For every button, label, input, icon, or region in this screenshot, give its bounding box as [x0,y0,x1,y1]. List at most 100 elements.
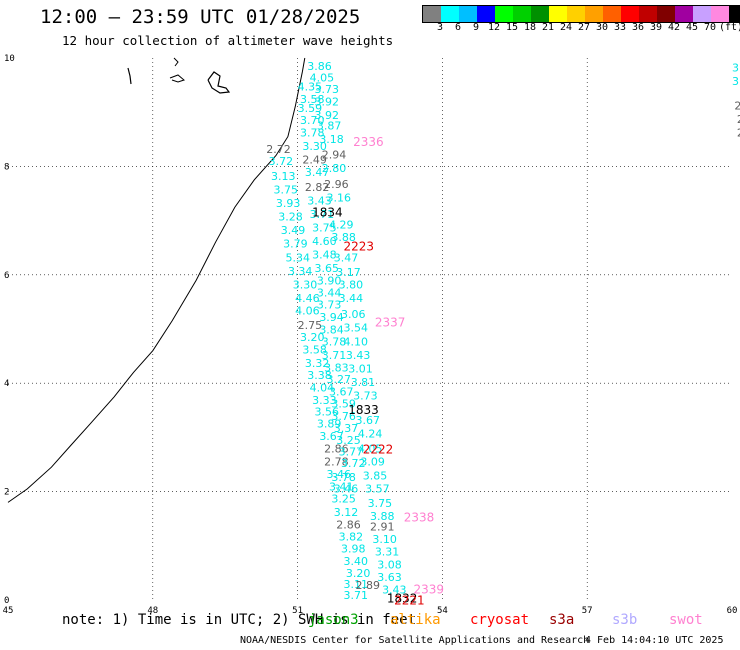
pass-time-label: 2222 [363,443,394,457]
wave-height-label: 3.46 [334,483,359,496]
colorbar-swatch [549,6,567,22]
island-outline [173,57,179,67]
colorbar-swatch [441,6,459,22]
colorbar-label: 12 [487,22,501,33]
pass-time-label: 2336 [353,135,384,149]
wave-height-label: 3.83 [324,361,349,374]
legend-altika: altika [390,612,441,628]
wave-height-label: 3.82 [339,530,364,543]
wave-height-label: 3.75 [368,497,393,510]
colorbar-label: 42 [667,22,681,33]
colorbar-label: 18 [523,22,537,33]
wave-height-label: 3.98 [341,542,366,555]
wave-height-label: 3.67 [329,386,354,399]
wave-height-label: 3.54 [343,322,368,335]
x-tick-label: 51 [292,606,303,616]
wave-height-label: 3.80 [339,278,364,291]
wave-height-label: 3.30 [293,278,318,291]
wave-height-label: 3.47 [305,166,330,179]
colorbar-swatch [639,6,657,22]
wave-height-label: 3.49 [281,224,306,237]
wave-height-label: 3.25 [336,434,361,447]
y-tick-label: 8 [4,162,9,172]
wave-height-label: 3.93 [276,197,301,210]
wave-height-label: 3.75 [312,221,337,234]
wave-height-label: 3.06 [341,308,366,321]
colorbar-swatch [513,6,531,22]
wave-height-label: 3.94 [319,311,344,324]
wave-height-label: 3.58 [300,93,325,106]
x-tick-label: 45 [3,606,14,616]
wave-height-label: 4.60 [312,235,337,248]
wave-height-label: 3.25 [331,492,356,505]
wave-height-label: 3.11 [343,578,368,591]
pass-time-label: 2221 [394,593,425,607]
wave-height-label: 3.12 [334,506,359,519]
wave-height-label: 3.34 [288,265,313,278]
pass-time-label: 1834 [312,205,343,219]
credit-line: NOAA/NESDIS Center for Satellite Applica… [240,635,590,646]
wave-height-label: 3.20 [300,331,325,344]
map-subtitle: 12 hour collection of altimeter wave hei… [62,33,394,48]
wave-height-label: 3.43 [307,194,332,207]
wave-height-label: 3.90 [317,275,342,288]
colorbar-swatch [603,6,621,22]
colorbar-swatch [567,6,585,22]
legend-cryosat: cryosat [470,612,530,628]
x-tick-label: 57 [582,606,593,616]
wave-height-label: 3.59 [298,102,323,115]
wave-height-label: 3.65 [314,262,339,275]
wave-height-label: 2.49 [302,154,327,167]
wave-height-label: 4.05 [310,71,335,84]
wave-height-label: 5.34 [286,251,311,264]
wave-height-label: 4.10 [343,335,368,348]
colorbar-label: 6 [454,22,462,33]
y-tick-label: 0 [4,596,9,606]
wave-height-label: 3.81 [351,376,376,389]
wave-height-label: 3.67 [356,414,381,427]
wave-height-label: 3.56 [314,406,339,419]
colorbar-label: (ft) [719,22,740,33]
wave-height-label: 3.20 [346,567,371,580]
wave-height-label: 2.86 [336,518,361,531]
wave-height-label: 4.46 [295,292,320,305]
wave-height-label: 3.84 [319,323,344,336]
colorbar-label: 45 [685,22,699,33]
wave-height-label: 3.88 [370,510,395,523]
colorbar-swatch [459,6,477,22]
wave-height-label: 3.31 [375,546,400,559]
wave-height-label: 2.78 [324,456,349,469]
wave-height-label: 3.41 [329,481,354,494]
wave-height-label: 3.38 [307,369,332,382]
wave-height-label: 2.80 [322,162,347,175]
wave-height-label: 3.79 [283,238,308,251]
x-tick-label: 48 [147,606,158,616]
colorbar-label: 15 [505,22,519,33]
legend-s3b: s3b [612,612,638,628]
wave-height-label: 3.70 [300,114,325,127]
wave-height-label: 2.72 [266,143,291,156]
wave-height-label: 2.96 [324,178,349,191]
wave-height-label: 3.77 [339,445,364,458]
pass-time-label: 1832 [387,592,418,606]
colorbar-swatch [675,6,693,22]
colorbar-label: 36 [631,22,645,33]
wave-height-label: 3.73 [353,389,378,402]
wave-height-label: 3.47 [334,251,359,264]
wave-height-label: 4.24 [358,427,383,440]
wave-height-label: 3.73 [314,83,339,96]
wave-height-label: 3.72 [341,457,366,470]
wave-height-label: 2.86 [324,443,349,456]
colorbar-label: 70 [703,22,717,33]
wave-height-label: 2.94 [322,148,347,161]
colorbar-swatch [729,6,740,22]
wave-height-label: 3.78 [331,471,356,484]
wave-height-label: 3.46 [327,468,352,481]
colorbar-swatch [495,6,513,22]
colorbar-swatch [585,6,603,22]
wave-height-label: 3.44 [339,292,364,305]
wave-height-label: 3.71 [310,208,335,221]
wave-height-label: 2 [737,127,740,140]
wave-height-label: 3.92 [314,109,339,122]
